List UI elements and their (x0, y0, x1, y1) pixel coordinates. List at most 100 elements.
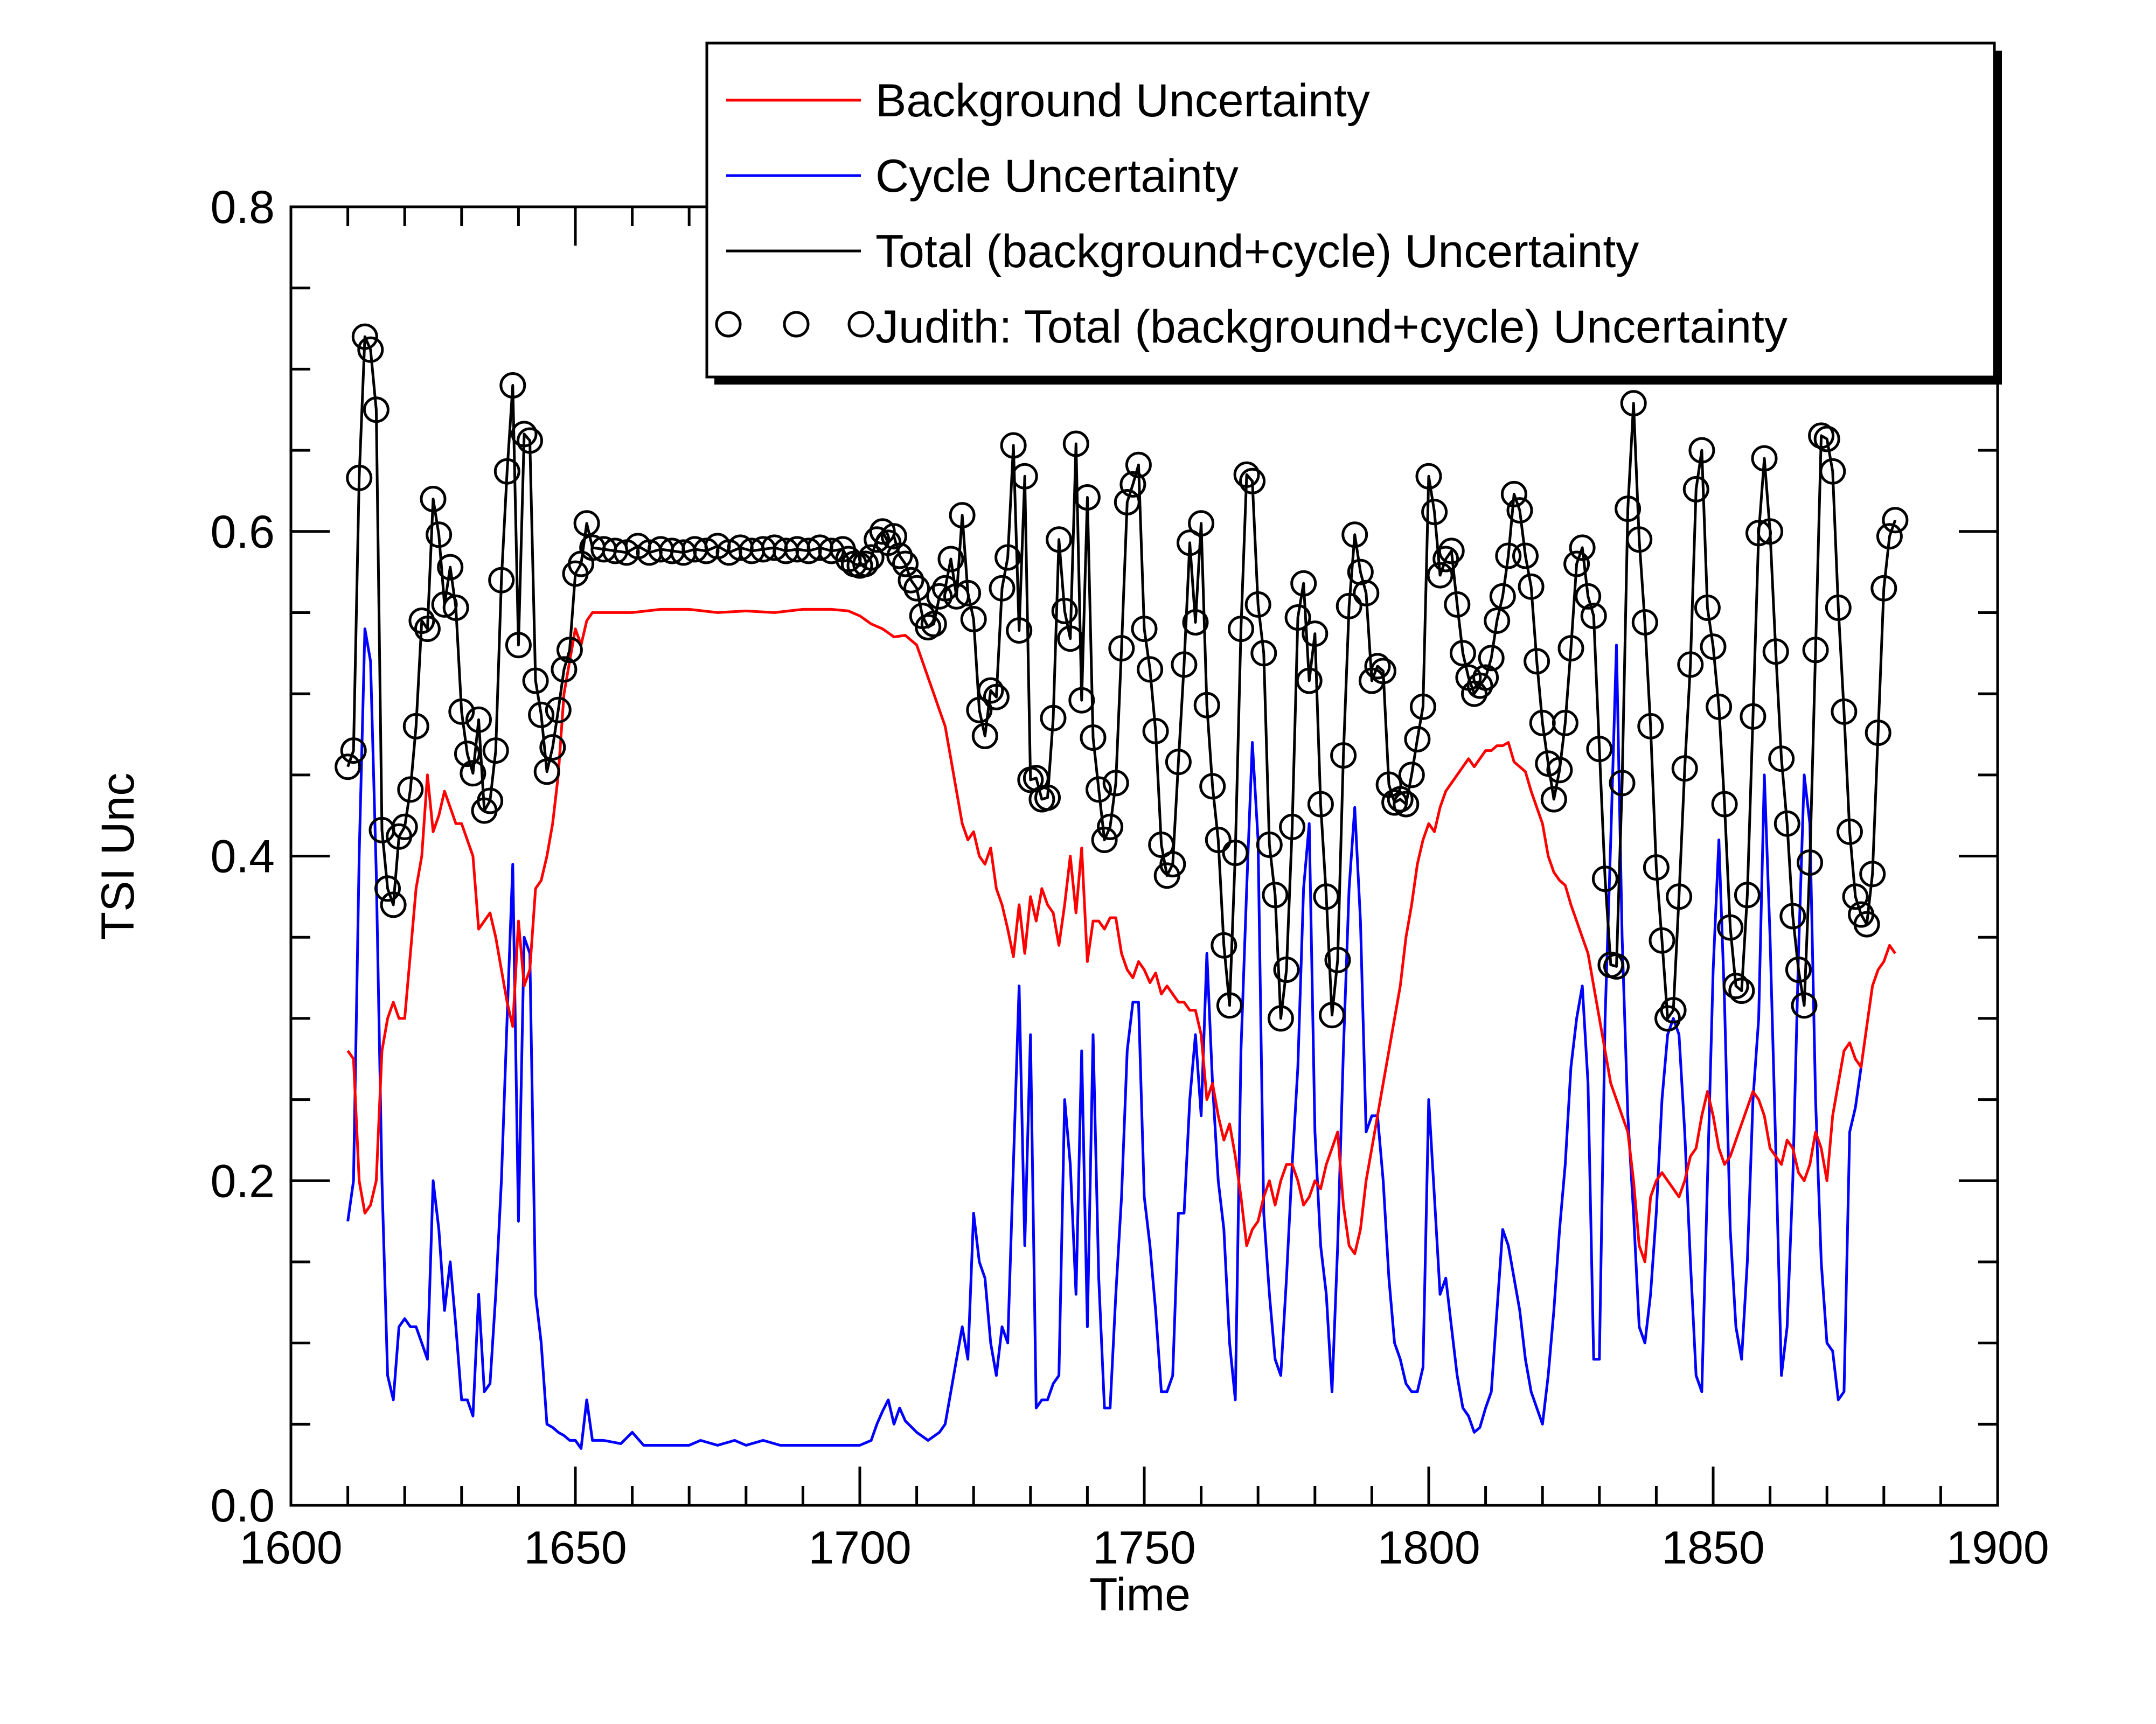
judith-marker-101 (1034, 784, 1061, 811)
judith-marker-38 (551, 656, 578, 683)
judith-marker-135 (1228, 616, 1254, 643)
judith-marker-184 (1506, 497, 1533, 524)
y-tick-label: 0.2 (210, 1155, 275, 1207)
judith-marker-187 (1524, 648, 1550, 675)
judith-marker-115 (1114, 489, 1140, 515)
judith-marker-227 (1751, 445, 1778, 472)
judith-marker-119 (1137, 656, 1164, 683)
judith-marker-134 (1222, 840, 1249, 866)
judith-marker-172 (1438, 538, 1465, 564)
judith-marker-202 (1609, 770, 1636, 797)
judith-marker-114 (1108, 635, 1135, 662)
judith-marker-120 (1142, 717, 1169, 744)
judith-marker-213 (1671, 755, 1698, 782)
judith-marker-118 (1131, 616, 1158, 643)
judith-marker-199 (1591, 866, 1618, 892)
judith-marker-2 (346, 464, 373, 491)
judith-marker-93 (989, 575, 1016, 602)
judith-marker-208 (1643, 854, 1670, 881)
judith-marker-33 (522, 667, 549, 694)
judith-marker-205 (1626, 526, 1653, 553)
legend-marker-1 (783, 311, 810, 338)
judith-marker-20 (448, 698, 475, 725)
judith-marker-152 (1324, 946, 1351, 973)
x-tick-label: 1650 (524, 1522, 627, 1574)
judith-marker-69 (852, 550, 879, 577)
judith-marker-140 (1256, 831, 1283, 858)
judith-marker-104 (1051, 597, 1078, 624)
judith-marker-250 (1882, 507, 1909, 534)
judith-marker-235 (1797, 849, 1823, 876)
judith-marker-218 (1700, 633, 1727, 660)
judith-marker-84 (937, 546, 964, 573)
judith-marker-165 (1398, 762, 1425, 788)
judith-marker-185 (1512, 542, 1539, 569)
judith-marker-74 (880, 523, 907, 550)
judith-marker-81 (920, 611, 947, 637)
judith-marker-0 (335, 753, 361, 780)
judith-marker-173 (1444, 591, 1471, 618)
judith-marker-5 (363, 396, 390, 423)
judith-marker-105 (1057, 625, 1084, 652)
judith-marker-88 (960, 606, 987, 632)
judith-marker-144 (1279, 813, 1306, 840)
judith-marker-16 (426, 521, 453, 548)
judith-marker-231 (1774, 810, 1800, 837)
judith-marker-108 (1074, 484, 1101, 511)
judith-marker-110 (1086, 776, 1112, 803)
judith-marker-210 (1654, 1005, 1681, 1032)
judith-marker-139 (1250, 640, 1277, 667)
judith-marker-209 (1649, 927, 1675, 954)
judith-marker-193 (1557, 635, 1584, 662)
judith-marker-30 (505, 632, 532, 659)
judith-marker-113 (1102, 770, 1129, 797)
judith-marker-219 (1706, 693, 1733, 720)
judith-marker-102 (1040, 704, 1067, 731)
judith-marker-204 (1620, 390, 1647, 417)
judith-marker-121 (1148, 831, 1175, 858)
x-tick-label: 1800 (1377, 1522, 1480, 1574)
judith-marker-241 (1831, 698, 1858, 725)
judith-marker-87 (955, 580, 982, 606)
judith-marker-7 (374, 875, 401, 902)
judith-marker-174 (1449, 640, 1476, 667)
judith-marker-85 (943, 583, 970, 610)
judith-marker-109 (1080, 724, 1107, 751)
judith-marker-138 (1244, 591, 1271, 618)
judith-marker-123 (1159, 851, 1186, 878)
judith-marker-221 (1717, 914, 1744, 941)
judith-marker-82 (926, 583, 953, 610)
judith-marker-228 (1757, 518, 1784, 545)
judith-marker-155 (1341, 521, 1368, 548)
judith-marker-247 (1865, 720, 1891, 746)
judith-marker-171 (1432, 546, 1459, 573)
judith-marker-106 (1062, 430, 1089, 457)
judith-marker-89 (966, 696, 993, 723)
judith-marker-26 (482, 737, 509, 764)
judith-marker-27 (488, 567, 515, 594)
series-line-2 (346, 335, 1897, 1020)
judith-marker-163 (1387, 786, 1414, 813)
judith-marker-232 (1779, 903, 1806, 930)
judith-marker-198 (1586, 736, 1613, 763)
judith-marker-225 (1740, 703, 1766, 730)
judith-marker-37 (545, 696, 572, 723)
judith-marker-14 (414, 616, 441, 643)
judith-marker-17 (431, 591, 458, 618)
judith-marker-70 (858, 544, 885, 571)
judith-marker-29 (499, 372, 526, 399)
judith-marker-148 (1302, 620, 1329, 647)
judith-marker-157 (1353, 580, 1380, 606)
legend-label-2: Total (background+cycle) Uncertainty (875, 226, 1639, 277)
judith-marker-146 (1290, 570, 1317, 597)
judith-marker-35 (533, 758, 560, 785)
judith-marker-131 (1205, 826, 1232, 853)
judith-marker-195 (1569, 534, 1596, 561)
x-tick-label: 1700 (808, 1522, 911, 1574)
judith-marker-13 (408, 608, 435, 634)
judith-marker-12 (402, 713, 429, 739)
judith-marker-151 (1319, 1002, 1345, 1029)
judith-marker-71 (864, 526, 891, 553)
judith-marker-21 (454, 741, 481, 767)
judith-marker-212 (1666, 883, 1693, 910)
